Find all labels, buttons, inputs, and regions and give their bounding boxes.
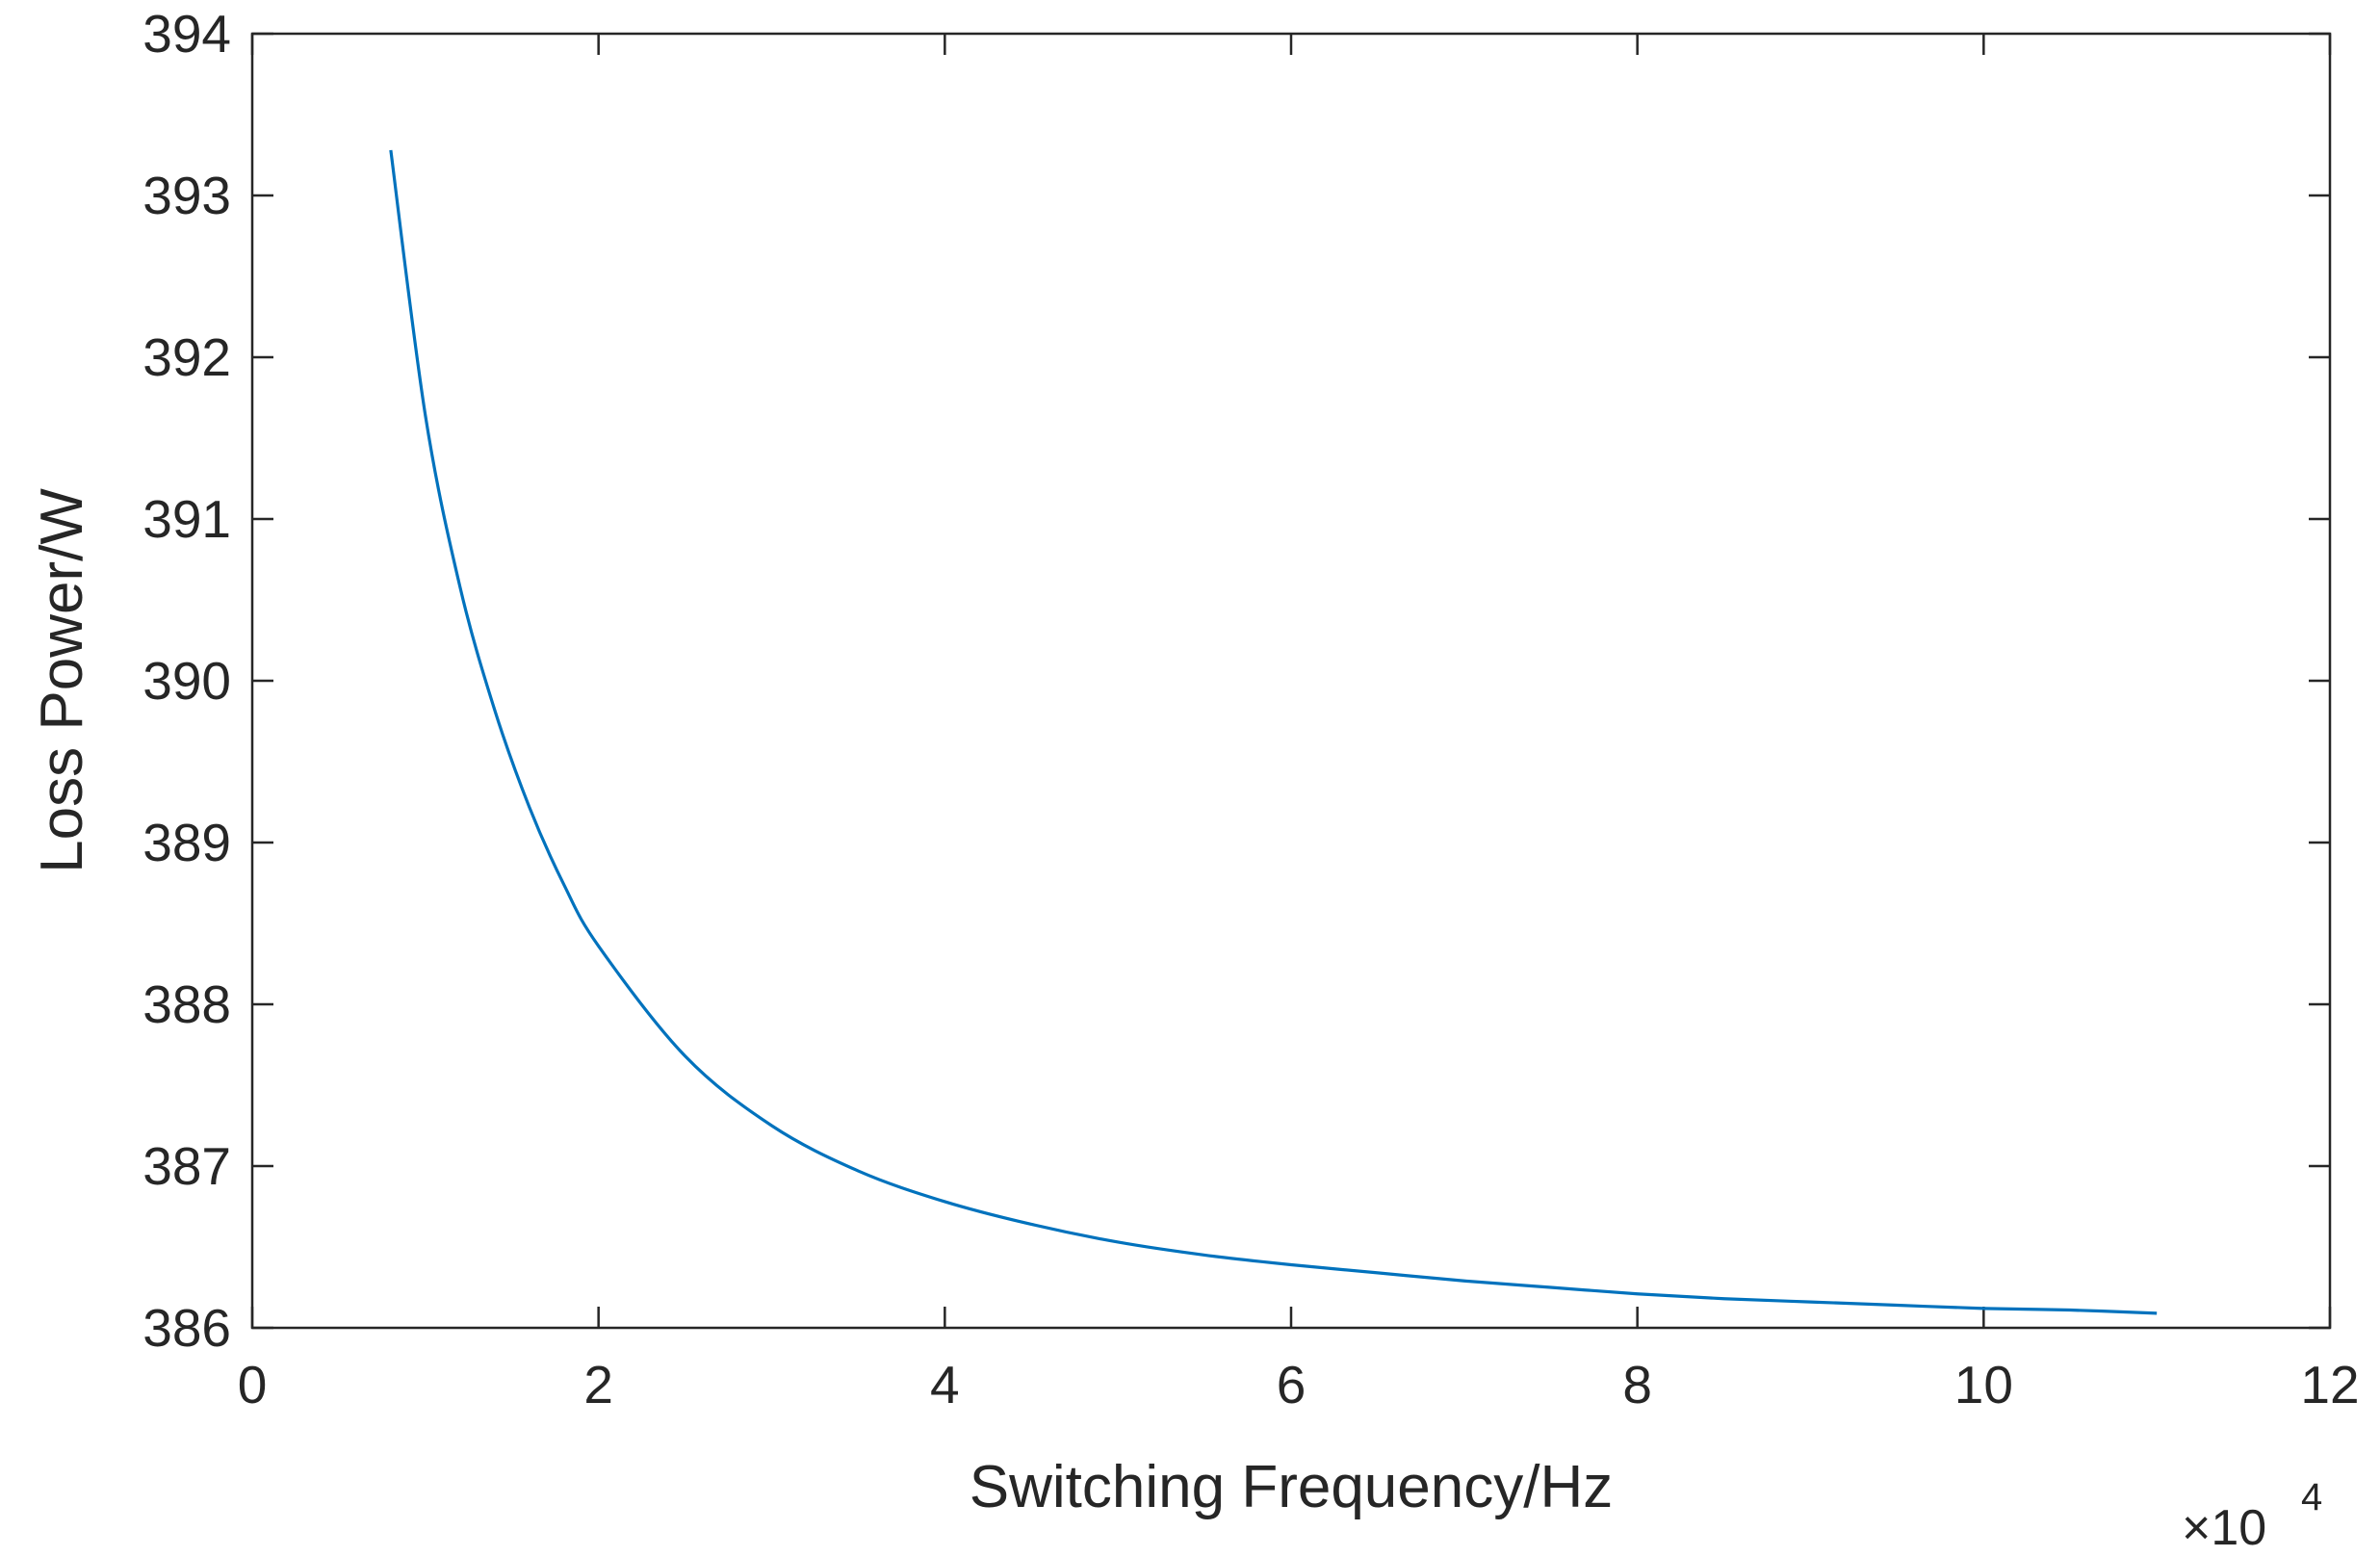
series-group [389,149,2158,1315]
y-tick-label: 391 [142,489,231,549]
x-axis-label: Switching Frequency/Hz [970,1454,1614,1520]
y-tick-label: 390 [142,651,231,711]
x-tick-labels: 0 2 4 6 8 10 12 [238,1355,2360,1414]
x-tick-label: 0 [238,1355,268,1414]
x-exponent-power: 4 [2301,1476,2322,1518]
y-tick-label: 394 [142,4,231,64]
y-tick-label: 388 [142,974,231,1034]
y-tick-label: 389 [142,813,231,872]
x-tick-label: 8 [1622,1355,1652,1414]
y-tick-label: 393 [142,166,231,225]
y-axis-label: Loss Power/W [29,488,95,873]
x-tick-label: 10 [1954,1355,2013,1414]
plot-background [252,34,2330,1328]
series-line [389,149,2158,1315]
x-tick-label: 2 [583,1355,613,1414]
x-tick-label: 6 [1277,1355,1306,1414]
y-tick-label: 386 [142,1298,231,1358]
plot-frame [250,32,2332,1330]
y-tick-labels: 386 387 388 389 390 391 392 393 394 [142,4,231,1358]
x-tick-label: 4 [930,1355,960,1414]
x-tick-label: 12 [2300,1355,2359,1414]
y-tick-label: 387 [142,1136,231,1196]
y-tick-label: 392 [142,327,231,387]
x-exponent-label: ×10 [2182,1500,2266,1556]
